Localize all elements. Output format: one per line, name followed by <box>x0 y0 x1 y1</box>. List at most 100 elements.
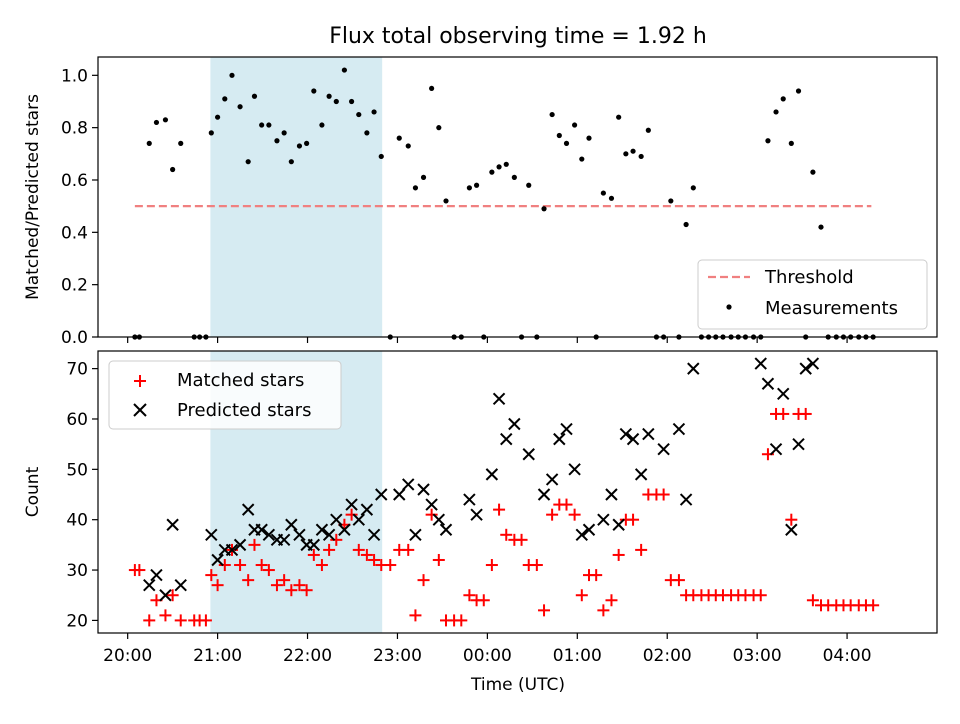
measurement-point <box>623 151 629 157</box>
measurement-point <box>788 140 794 146</box>
matched-star-point <box>546 508 559 521</box>
predicted-star-point <box>545 473 559 486</box>
matched-star-point <box>432 553 445 566</box>
x-tick-label: 22:00 <box>283 646 332 666</box>
matched-star-point <box>248 538 261 551</box>
matched-star-point <box>530 559 543 572</box>
matched-star-point <box>799 407 812 420</box>
measurement-point <box>356 111 362 118</box>
measurement-point <box>304 140 310 146</box>
bottom-plot-frame <box>97 350 938 634</box>
predicted-star-point <box>582 523 596 536</box>
measurement-point <box>170 166 176 173</box>
matched-star-point <box>218 559 231 572</box>
top-legend-box <box>697 259 928 330</box>
measurement-point <box>405 143 411 149</box>
matched-stars-series <box>128 407 880 627</box>
measurement-point <box>556 132 562 139</box>
measurement-point <box>586 135 592 141</box>
predicted-star-point <box>322 528 336 542</box>
x-tick-label: 20:00 <box>103 646 152 666</box>
bottom-y-axis-label: Count <box>23 466 43 517</box>
measurement-point <box>178 140 184 146</box>
matched-star-point <box>278 574 291 587</box>
y-tick-label: 40 <box>66 511 88 531</box>
measurement-point <box>795 88 802 94</box>
measurement-point <box>274 138 280 144</box>
matched-star-point <box>612 548 625 561</box>
matched-star-point <box>205 569 218 582</box>
matched-star-point <box>255 559 268 572</box>
predicted-star-point <box>754 357 767 370</box>
matched-star-point <box>166 589 179 602</box>
matched-star-point <box>417 574 430 587</box>
y-tick-label: 70 <box>66 360 88 380</box>
matched-star-point <box>657 488 670 501</box>
measurement-point <box>333 98 339 105</box>
predicted-star-point <box>285 518 298 531</box>
y-tick-label: 60 <box>66 410 88 430</box>
y-tick-label: 0.2 <box>61 276 88 296</box>
measurement-point <box>396 135 402 141</box>
matched-star-point <box>323 543 336 556</box>
matched-star-point <box>293 579 306 592</box>
predicted-star-point <box>799 362 812 375</box>
bottom-y-axis-ticks: 20 30 40 50 60 70 <box>66 360 98 631</box>
matched-star-point <box>538 604 551 617</box>
matched-star-point <box>867 599 880 612</box>
measurement-point <box>496 164 502 170</box>
matched-star-point <box>754 589 767 602</box>
measurement-point <box>443 198 449 204</box>
measurement-point <box>251 93 258 99</box>
matched-star-point <box>627 513 640 526</box>
predicted-star-point <box>432 513 446 526</box>
measurement-point <box>326 93 332 99</box>
observing-span-top <box>210 57 383 337</box>
measurement-point <box>579 156 585 162</box>
predicted-star-point <box>425 498 438 511</box>
predicted-star-point <box>352 513 365 526</box>
predicted-star-point <box>211 553 224 567</box>
matched-star-point <box>806 594 819 607</box>
measurement-point <box>616 114 622 120</box>
predicted-star-point <box>307 538 321 552</box>
measurement-point <box>436 125 442 131</box>
predicted-star-point <box>553 432 566 446</box>
matched-star-point <box>270 579 283 592</box>
predicted-star-point <box>785 523 798 536</box>
predicted-star-point <box>500 432 513 446</box>
measurement-point <box>608 195 615 201</box>
predicted-star-point <box>402 478 415 491</box>
predicted-star-point <box>439 523 453 536</box>
predicted-star-point <box>634 468 648 481</box>
predicted-star-point <box>492 392 506 406</box>
matched-star-point <box>785 513 798 526</box>
measurement-point <box>371 109 377 115</box>
predicted-star-point <box>255 523 268 536</box>
predicted-star-point <box>485 468 499 481</box>
matched-star-point <box>402 543 415 556</box>
matched-star-point <box>199 614 212 627</box>
measurement-point <box>473 182 480 188</box>
measurements-series <box>132 67 876 340</box>
predicted-star-point <box>806 357 820 370</box>
measurement-point <box>288 159 294 165</box>
matched-star-point <box>143 614 156 627</box>
predicted-star-point <box>241 503 255 516</box>
measurement-point <box>420 174 427 180</box>
top-legend: Threshold Measurements <box>697 259 928 330</box>
predicted-star-point <box>393 488 406 501</box>
top-x-axis-ticks <box>127 337 848 343</box>
measurement-point <box>818 224 824 230</box>
y-tick-label: 0.8 <box>61 119 88 139</box>
matched-star-point <box>368 553 381 566</box>
matched-star-point <box>425 508 438 521</box>
predicted-star-point <box>792 437 805 451</box>
matched-star-point <box>133 564 146 577</box>
matched-star-point <box>300 584 313 597</box>
measurement-point <box>319 122 325 128</box>
matched-star-point <box>330 533 343 546</box>
predicted-star-point <box>657 442 670 456</box>
top-y-axis-ticks: 0.0 0.2 0.4 0.6 0.8 1.0 <box>61 66 98 348</box>
matched-star-point <box>777 407 790 420</box>
